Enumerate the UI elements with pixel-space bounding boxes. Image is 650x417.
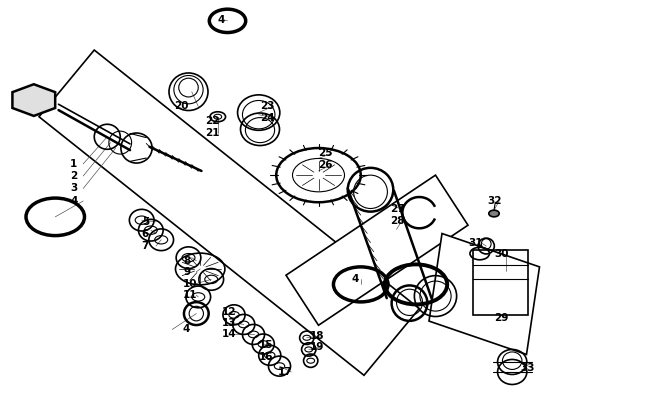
Text: 4: 4 [182, 324, 189, 334]
Text: 15: 15 [259, 340, 273, 350]
Text: 31: 31 [468, 238, 482, 248]
Text: 7: 7 [142, 241, 149, 251]
Polygon shape [429, 234, 540, 354]
Text: 19: 19 [309, 342, 324, 352]
Text: 8: 8 [183, 256, 190, 266]
Text: 6: 6 [142, 229, 149, 239]
Text: 13: 13 [222, 318, 237, 328]
Text: 27: 27 [390, 204, 404, 214]
Text: 32: 32 [488, 196, 502, 206]
Text: 22: 22 [205, 116, 219, 126]
Text: 26: 26 [318, 160, 333, 170]
Text: 2: 2 [70, 171, 77, 181]
Text: 11: 11 [183, 290, 198, 300]
Text: 4: 4 [218, 15, 225, 25]
Text: 33: 33 [520, 363, 534, 373]
Text: 5: 5 [142, 217, 149, 227]
Polygon shape [39, 50, 419, 375]
Text: 16: 16 [259, 352, 273, 362]
Text: 25: 25 [318, 148, 333, 158]
Text: 28: 28 [390, 216, 404, 226]
Text: 20: 20 [174, 101, 188, 111]
Text: 18: 18 [309, 331, 324, 341]
Text: 30: 30 [494, 249, 508, 259]
Text: 1: 1 [70, 159, 77, 169]
Text: 21: 21 [205, 128, 219, 138]
Polygon shape [286, 175, 468, 325]
Text: 4: 4 [70, 196, 77, 206]
Text: 23: 23 [260, 101, 274, 111]
Polygon shape [12, 84, 55, 116]
Text: 24: 24 [260, 113, 274, 123]
Text: 9: 9 [183, 267, 190, 277]
Circle shape [489, 210, 499, 217]
Text: 14: 14 [222, 329, 237, 339]
Text: 17: 17 [278, 367, 292, 377]
Text: 10: 10 [183, 279, 198, 289]
Bar [473, 250, 528, 315]
Text: 12: 12 [222, 307, 237, 317]
Text: 3: 3 [70, 183, 77, 193]
Text: 29: 29 [494, 313, 508, 323]
Text: 4: 4 [351, 274, 358, 284]
